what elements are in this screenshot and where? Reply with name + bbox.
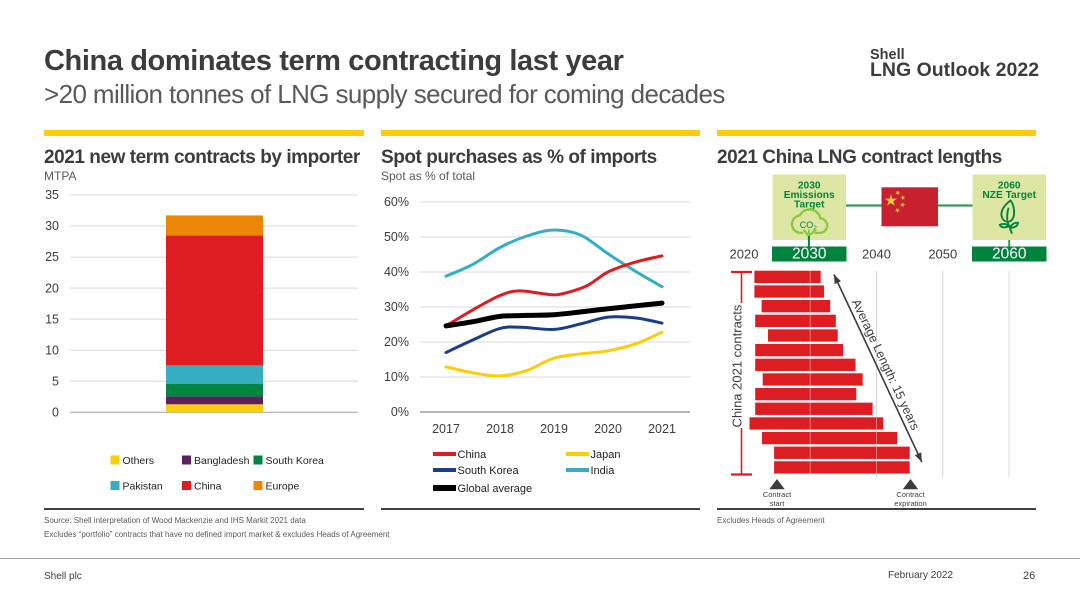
svg-text:2040: 2040 <box>862 247 891 262</box>
svg-text:40%: 40% <box>384 265 409 279</box>
svg-text:Global average: Global average <box>458 483 533 495</box>
svg-text:50%: 50% <box>384 230 409 244</box>
svg-text:2020: 2020 <box>594 422 622 436</box>
svg-text:30: 30 <box>45 219 59 233</box>
svg-text:60%: 60% <box>384 195 409 209</box>
svg-text:China 2021 contracts: China 2021 contracts <box>730 304 745 427</box>
svg-text:2030: 2030 <box>792 246 827 263</box>
svg-text:2020: 2020 <box>730 247 759 262</box>
svg-text:India: India <box>591 465 616 477</box>
svg-text:China: China <box>458 449 488 461</box>
svg-text:0: 0 <box>52 406 59 420</box>
svg-text:Target: Target <box>794 199 825 210</box>
svg-text:expiration: expiration <box>894 499 927 508</box>
svg-text:2060: 2060 <box>992 246 1027 263</box>
svg-text:Contract: Contract <box>763 490 792 499</box>
svg-text:10%: 10% <box>384 370 409 384</box>
svg-text:2017: 2017 <box>432 422 460 436</box>
svg-text:20: 20 <box>45 281 59 295</box>
svg-text:25: 25 <box>45 250 59 264</box>
svg-text:5: 5 <box>52 374 59 388</box>
svg-text:15: 15 <box>45 312 59 326</box>
svg-text:South Korea: South Korea <box>266 455 325 467</box>
svg-text:start: start <box>770 499 786 508</box>
svg-text:20%: 20% <box>384 335 409 349</box>
svg-text:0%: 0% <box>391 405 409 419</box>
svg-text:2019: 2019 <box>540 422 568 436</box>
svg-text:NZE Target: NZE Target <box>982 190 1036 201</box>
svg-text:Contract: Contract <box>896 490 925 499</box>
svg-text:2030: 2030 <box>798 181 821 192</box>
svg-text:Japan: Japan <box>591 449 621 461</box>
svg-text:2018: 2018 <box>486 422 514 436</box>
svg-text:China: China <box>194 481 222 493</box>
svg-text:2060: 2060 <box>998 181 1021 192</box>
svg-text:Emissions: Emissions <box>784 190 835 201</box>
svg-text:South Korea: South Korea <box>458 465 520 477</box>
svg-text:Pakistan: Pakistan <box>123 481 163 493</box>
svg-text:2021: 2021 <box>648 422 676 436</box>
svg-text:10: 10 <box>45 343 59 357</box>
svg-text:30%: 30% <box>384 300 409 314</box>
svg-text:2050: 2050 <box>928 247 957 262</box>
svg-text:Bangladesh: Bangladesh <box>194 455 250 467</box>
svg-text:Europe: Europe <box>266 481 300 493</box>
svg-text:Others: Others <box>123 455 155 467</box>
svg-text:CO2: CO2 <box>800 220 818 232</box>
svg-text:35: 35 <box>45 188 59 202</box>
